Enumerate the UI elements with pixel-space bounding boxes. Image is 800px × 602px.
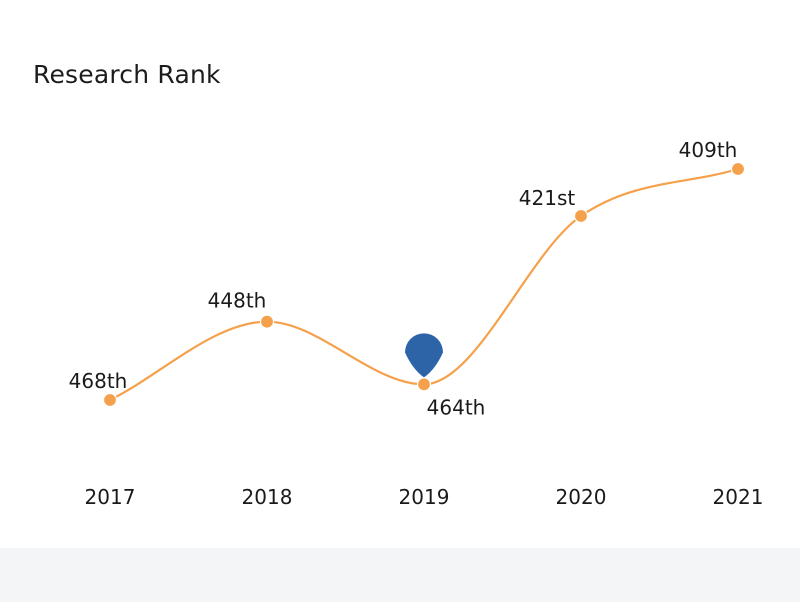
footer-band <box>0 548 800 602</box>
data-point[interactable] <box>259 314 275 329</box>
x-tick-label: 2018 <box>242 485 293 509</box>
x-tick-label: 2021 <box>713 485 764 509</box>
data-point[interactable] <box>730 161 746 177</box>
x-tick-label: 2020 <box>556 485 607 509</box>
line-chart: 468th 448th 464th 421st 409th 2017 2018 2019 202… <box>69 138 764 509</box>
data-label: 409th <box>679 138 738 162</box>
data-label: 464th <box>427 395 486 419</box>
chart-card: Research Rank 468th 448th 464th 421st 409th 2… <box>33 60 764 509</box>
data-label: 421st <box>519 186 576 210</box>
data-label: 448th <box>208 289 267 313</box>
location-pin-icon <box>405 333 443 378</box>
data-label: 468th <box>69 369 128 393</box>
chart-title: Research Rank <box>33 60 221 89</box>
data-point[interactable] <box>102 392 118 408</box>
x-tick-label: 2019 <box>399 485 450 509</box>
data-point[interactable] <box>416 377 432 392</box>
x-tick-label: 2017 <box>85 485 136 509</box>
data-point[interactable] <box>573 208 589 224</box>
